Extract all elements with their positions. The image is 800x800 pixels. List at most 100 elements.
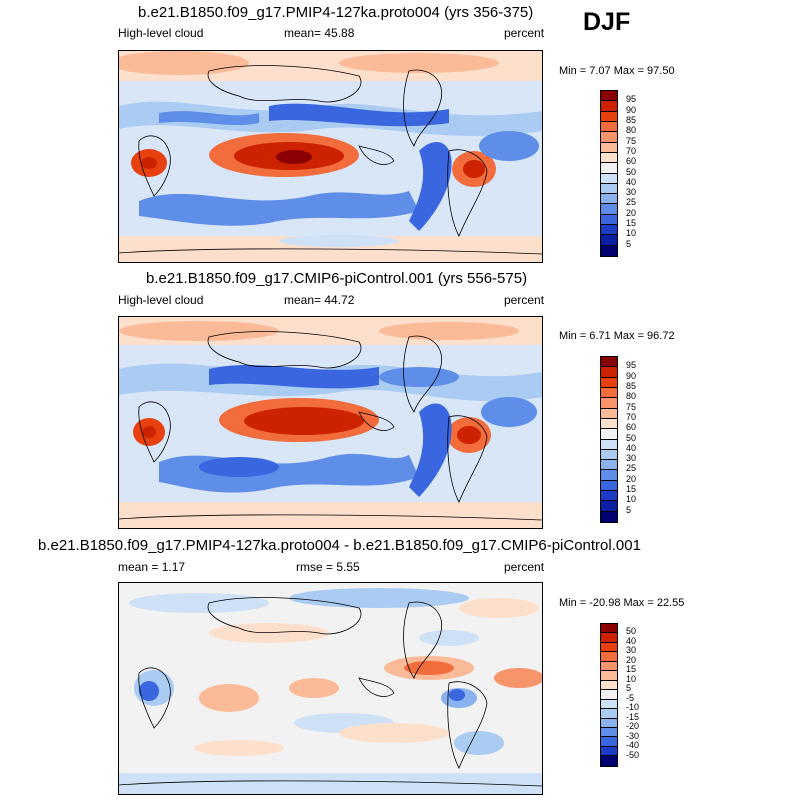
colorbar-tick-label: 50 [626,626,637,637]
colorbar-tick-label: 10 [626,673,637,684]
panel1-unit-label: percent [504,26,545,40]
colorbar-swatch [601,690,617,700]
colorbar-swatch [601,501,617,512]
colorbar-swatch [601,387,617,399]
colorbar-tick-label: 40 [626,176,637,187]
colorbar-swatch [601,633,617,643]
colorbar-tick-label: -5 [626,692,635,703]
colorbar-swatch [601,642,617,653]
colorbar-tick-label: -50 [626,749,640,760]
panel2-contour-field [119,317,542,528]
colorbar-tick-label: -40 [626,740,640,751]
colorbar-tick-label: -30 [626,730,640,741]
colorbar-tick-label: 95 [626,94,637,105]
colorbar-swatch [601,173,617,184]
colorbar-swatch [601,132,617,143]
panel1-map [118,50,543,263]
colorbar-swatch [601,511,617,522]
colorbar-tick-label: 70 [626,411,637,422]
panel1-title: b.e21.B1850.f09_g17.PMIP4-127ka.proto004… [138,4,534,21]
colorbar-swatch [601,398,617,409]
colorbar-swatch [601,194,617,205]
panel2-variable-label: High-level cloud [118,293,204,307]
panel3-colorbar [600,623,618,767]
colorbar-swatch [601,460,617,471]
colorbar-tick-label: 90 [626,370,637,381]
colorbar-swatch [601,699,617,710]
panel2-unit-label: percent [504,293,545,307]
colorbar-tick-label: 25 [626,197,637,208]
colorbar-tick-label: 5 [626,504,632,515]
colorbar-swatch [601,429,617,440]
colorbar-swatch [601,756,617,766]
colorbar-swatch [601,709,617,719]
colorbar-tick-label: 5 [626,683,632,694]
colorbar-tick-label: 40 [626,635,637,646]
panel2-title: b.e21.B1850.f09_g17.CMIP6-piControl.001 … [146,270,528,287]
colorbar-tick-label: 5 [626,238,632,249]
colorbar-tick-label: 15 [626,484,637,495]
colorbar-swatch [601,111,617,122]
colorbar-swatch [601,439,617,450]
colorbar-tick-label: 60 [626,156,637,167]
colorbar-swatch [601,152,617,164]
colorbar-tick-label: 15 [626,218,637,229]
colorbar-tick-label: 85 [626,380,637,391]
colorbar-tick-label: 70 [626,145,637,156]
colorbar-swatch [601,204,617,215]
panel2-mean-label: mean= 44.72 [284,293,355,307]
colorbar-swatch [601,418,617,430]
panel3-unit-label: percent [504,560,545,574]
panel3-rmse-label: rmse = 5.55 [296,560,360,574]
colorbar-tick-label: 75 [626,135,637,146]
colorbar-tick-label: 30 [626,187,637,198]
colorbar-tick-label: 40 [626,442,637,453]
panel3-minmax: Min = -20.98 Max = 22.55 [559,597,685,609]
colorbar-tick-label: 20 [626,207,637,218]
colorbar-swatch [601,680,617,691]
season-label: DJF [583,8,631,36]
colorbar-tick-label: 10 [626,494,637,505]
panel1-variable-label: High-level cloud [118,26,204,40]
panel1-mean-label: mean= 45.88 [284,26,355,40]
colorbar-swatch [601,671,617,681]
colorbar-swatch [601,163,617,174]
colorbar-swatch [601,491,617,502]
colorbar-tick-label: 90 [626,104,637,115]
colorbar-swatch [601,480,617,492]
colorbar-swatch [601,737,617,747]
colorbar-swatch [601,449,617,461]
colorbar-swatch [601,470,617,481]
panel2-map [118,316,543,529]
colorbar-tick-label: 20 [626,473,637,484]
colorbar-swatch [601,718,617,728]
colorbar-tick-label: 95 [626,360,637,371]
colorbar-tick-label: 25 [626,463,637,474]
panel2-colorbar [600,356,618,523]
panel3-map [118,582,543,795]
colorbar-swatch [601,183,617,195]
colorbar-swatch [601,214,617,226]
colorbar-swatch [601,142,617,153]
colorbar-swatch [601,727,617,738]
colorbar-tick-label: 85 [626,114,637,125]
colorbar-swatch [601,235,617,246]
colorbar-swatch [601,408,617,419]
colorbar-tick-label: 80 [626,391,637,402]
panel3-title: b.e21.B1850.f09_g17.PMIP4-127ka.proto004… [38,537,641,554]
colorbar-tick-label: 30 [626,453,637,464]
colorbar-swatch [601,661,617,672]
colorbar-swatch [601,746,617,757]
colorbar-tick-label: 60 [626,422,637,433]
colorbar-tick-label: 15 [626,664,637,675]
colorbar-swatch [601,652,617,662]
colorbar-tick-label: 80 [626,125,637,136]
colorbar-tick-label: 30 [626,645,637,656]
colorbar-tick-label: 50 [626,166,637,177]
panel1-minmax: Min = 7.07 Max = 97.50 [559,65,675,77]
colorbar-swatch [601,101,617,112]
colorbar-swatch [601,624,617,634]
panel3-contour-field [119,583,542,794]
colorbar-tick-label: 10 [626,228,637,239]
panel1-contour-field [119,51,542,262]
